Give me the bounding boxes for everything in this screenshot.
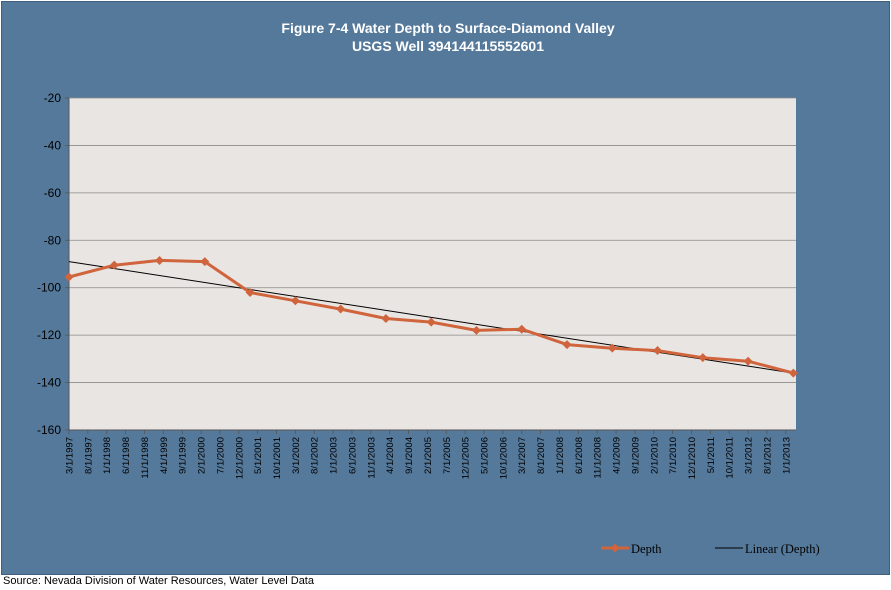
x-tick-label: 9/1/2004 xyxy=(404,437,415,474)
x-tick-label: 1/1/2003 xyxy=(329,437,340,474)
x-tick-label: 9/1/2009 xyxy=(630,437,641,474)
x-tick-label: 6/1/1998 xyxy=(121,437,132,474)
x-tick-label: 4/1/2004 xyxy=(385,437,396,474)
x-tick-label: 3/1/2007 xyxy=(517,437,528,474)
depth-point xyxy=(64,272,74,282)
y-tick-label: -40 xyxy=(44,138,62,152)
x-tick-label: 5/1/2011 xyxy=(706,437,717,473)
x-tick-label: 3/1/1997 xyxy=(65,437,76,474)
y-tick-label: -60 xyxy=(44,186,62,200)
x-tick-label: 3/1/2012 xyxy=(744,437,755,474)
y-tick-label: -100 xyxy=(37,281,61,295)
chart-subtitle: USGS Well 394144115552601 xyxy=(352,38,544,54)
axes xyxy=(68,98,796,431)
depth-point xyxy=(562,340,572,350)
x-tick-label: 9/1/1999 xyxy=(178,437,189,474)
legend: Depth Linear (Depth) xyxy=(601,542,820,556)
depth-point xyxy=(517,324,527,334)
depth-point xyxy=(743,356,753,366)
y-tick-label: -20 xyxy=(44,91,62,105)
y-tick-label: -120 xyxy=(37,328,61,342)
legend-linear-label: Linear (Depth) xyxy=(745,542,820,556)
depth-point xyxy=(245,287,255,297)
depth-point xyxy=(471,325,481,335)
depth-point xyxy=(290,296,300,306)
x-tick-label: 1/1/1998 xyxy=(102,437,113,474)
x-tick-label: 2/1/2010 xyxy=(649,437,660,474)
x-tick-label: 1/1/2013 xyxy=(781,437,792,474)
depth-point xyxy=(336,304,346,314)
depth-point xyxy=(155,255,165,265)
depth-point xyxy=(381,314,391,324)
x-tick-label: 7/1/2010 xyxy=(668,437,679,474)
chart-title: Figure 7-4 Water Depth to Surface-Diamon… xyxy=(281,20,614,36)
y-tick-label: -140 xyxy=(37,376,61,390)
x-tick-label: 5/1/2001 xyxy=(253,437,264,474)
legend-depth-marker xyxy=(610,543,620,553)
x-tick-label: 1/1/2008 xyxy=(555,437,566,474)
series-layer xyxy=(64,255,798,378)
x-tick-label: 3/1/2002 xyxy=(291,437,302,474)
x-tick-label: 12/1/2010 xyxy=(687,437,698,479)
x-axis-ticks: 3/1/1997 8/1/1997 1/1/1998 6/1/1998 11/1/199… xyxy=(65,430,792,479)
chart-svg: Figure 7-4 Water Depth to Surface-Diamon… xyxy=(37,20,820,556)
plot-area xyxy=(69,98,796,430)
chart-frame: Figure 7-4 Water Depth to Surface-Diamon… xyxy=(1,1,890,575)
source-note: Source: Nevada Division of Water Resourc… xyxy=(3,575,314,587)
x-tick-label: 4/1/2009 xyxy=(612,437,623,474)
x-tick-label: 10/1/2001 xyxy=(272,437,283,479)
x-tick-label: 7/1/2000 xyxy=(215,437,226,474)
x-tick-label: 10/1/2006 xyxy=(498,437,509,479)
y-tick-label: -160 xyxy=(37,423,61,437)
y-axis-ticks: -20 -40 -60 -80 -100 -120 -140 -160 xyxy=(37,91,69,437)
x-tick-label: 11/1/1998 xyxy=(140,437,151,479)
x-tick-label: 8/1/1997 xyxy=(83,437,94,474)
x-tick-label: 6/1/2003 xyxy=(347,437,358,474)
x-tick-label: 4/1/1999 xyxy=(159,437,170,474)
depth-point xyxy=(109,260,119,270)
x-tick-label: 2/1/2000 xyxy=(197,437,208,474)
depth-point xyxy=(698,353,708,363)
x-tick-label: 7/1/2005 xyxy=(442,437,453,474)
x-tick-label: 12/1/2000 xyxy=(234,437,245,479)
x-tick-label: 8/1/2007 xyxy=(536,437,547,474)
depth-point xyxy=(788,368,798,378)
legend-depth-label: Depth xyxy=(631,542,662,556)
x-tick-label: 2/1/2005 xyxy=(423,437,434,474)
y-tick-label: -80 xyxy=(44,233,62,247)
x-tick-label: 12/1/2005 xyxy=(461,437,472,479)
x-tick-label: 8/1/2002 xyxy=(310,437,321,474)
depth-point xyxy=(607,343,617,353)
depth-point xyxy=(653,346,663,356)
x-tick-label: 5/1/2006 xyxy=(479,437,490,474)
x-tick-label: 8/1/2012 xyxy=(762,437,773,474)
grid-lines xyxy=(69,97,796,383)
x-tick-label: 6/1/2008 xyxy=(574,437,585,474)
x-tick-label: 11/1/2008 xyxy=(593,437,604,479)
series-linear-depth xyxy=(68,261,794,374)
x-tick-label: 10/1/2011 xyxy=(725,437,736,479)
x-tick-label: 11/1/2003 xyxy=(366,437,377,479)
depth-point xyxy=(200,257,210,267)
depth-point xyxy=(426,317,436,327)
